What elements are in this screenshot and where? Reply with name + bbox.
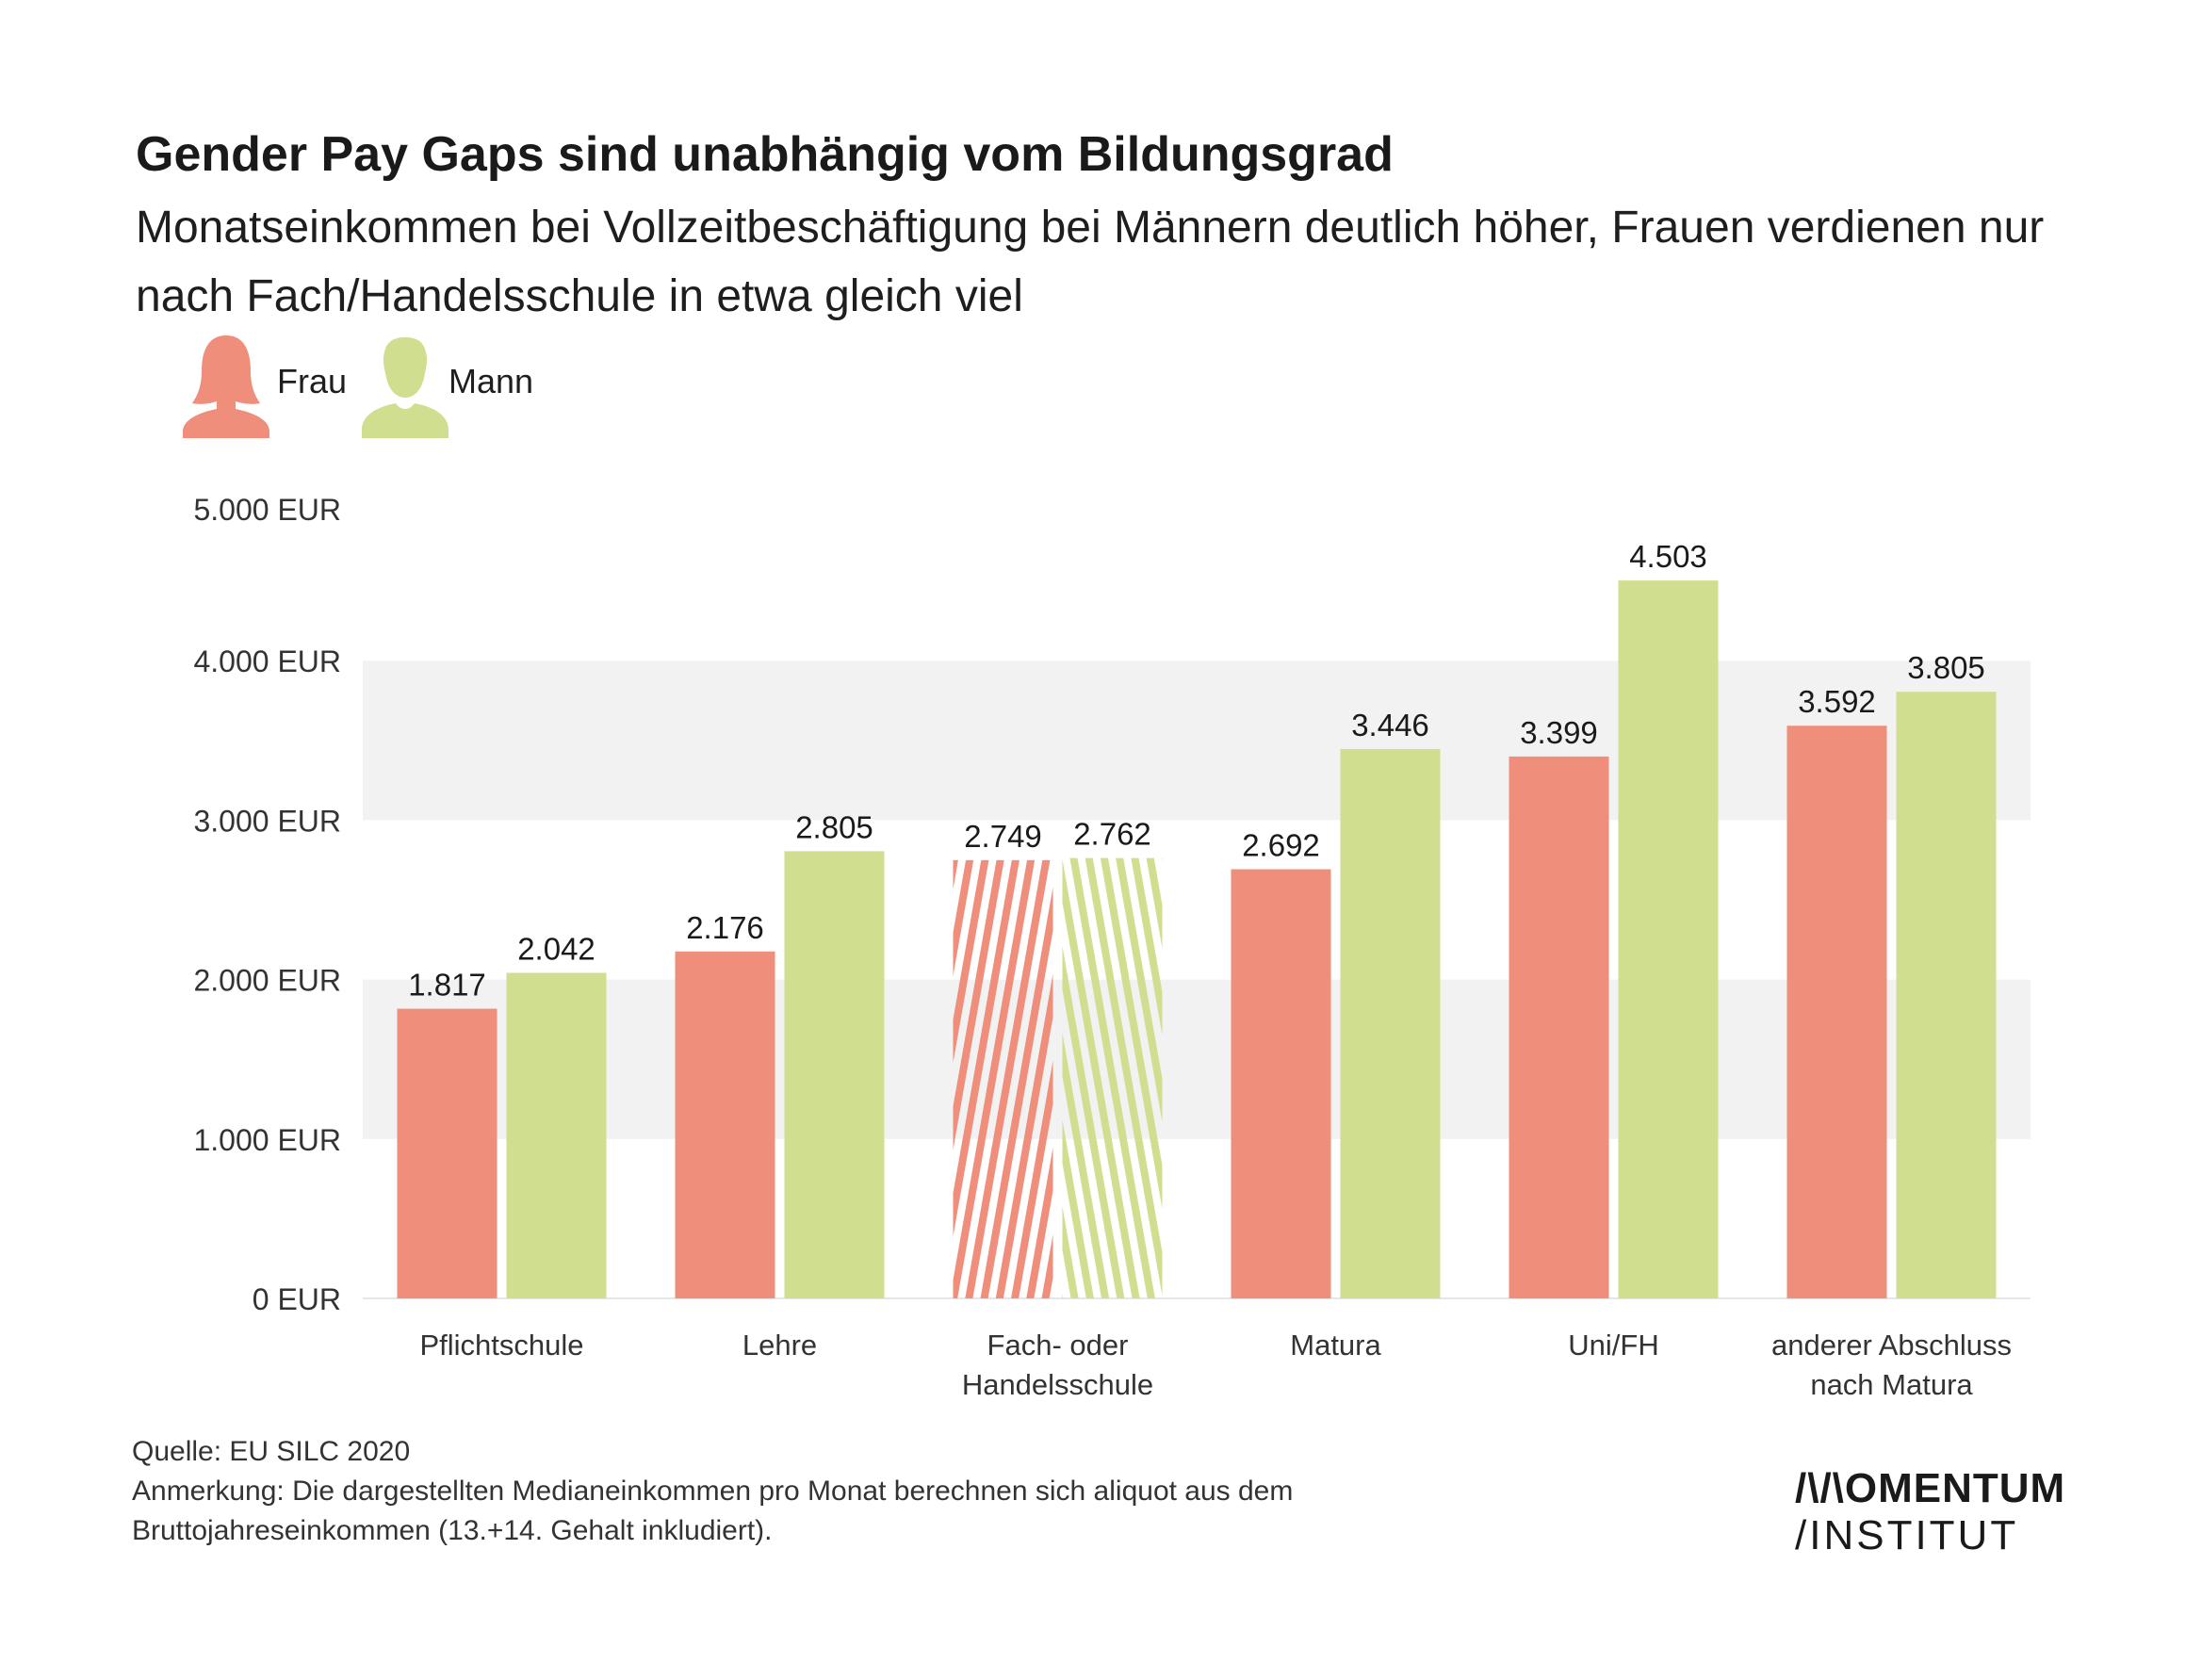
grid-band bbox=[363, 820, 2031, 980]
momentum-logo: /\/\OMENTUM /INSTITUT bbox=[1795, 1465, 2065, 1559]
bar-value-label: 3.805 bbox=[1907, 650, 1985, 685]
legend-item-male: Mann bbox=[358, 330, 565, 438]
bar-mann bbox=[1618, 580, 1719, 1298]
remark-line-1: Anmerkung: Die dargestellten Medianeinko… bbox=[132, 1476, 1294, 1507]
bar-frau bbox=[1786, 726, 1887, 1298]
grid-band bbox=[363, 979, 2031, 1139]
x-tick-label: nach Matura bbox=[1810, 1368, 1973, 1401]
bar-chart: 0 EUR 1.000 EUR 2.000 EUR 3.000 EUR 4.000 EU… bbox=[193, 493, 2031, 1401]
source-note: Quelle: EU SILC 2020 bbox=[132, 1436, 411, 1467]
bar-value-label: 2.762 bbox=[1073, 817, 1151, 852]
grid-band bbox=[363, 1138, 2031, 1298]
x-tick-label: Handelsschule bbox=[962, 1368, 1153, 1401]
bar-value-label: 3.399 bbox=[1520, 715, 1598, 750]
bar-frau bbox=[397, 1008, 497, 1298]
bar-mann bbox=[506, 972, 607, 1298]
bar-value-label: 3.592 bbox=[1798, 684, 1876, 719]
bar-value-label: 2.692 bbox=[1242, 828, 1320, 863]
bar-frau bbox=[953, 859, 1053, 1298]
chart-title: Gender Pay Gaps sind unabhängig vom Bild… bbox=[136, 127, 1394, 182]
x-tick-label: Lehre bbox=[742, 1329, 817, 1362]
footer: Quelle: EU SILC 2020 Anmerkung: Die darg… bbox=[132, 1432, 1293, 1551]
logo-line-2: /INSTITUT bbox=[1795, 1512, 2019, 1558]
logo-line-1: /\/\OMENTUM bbox=[1795, 1465, 2066, 1511]
x-tick-label: Uni/FH bbox=[1568, 1329, 1658, 1362]
y-tick-label: 4.000 EUR bbox=[193, 644, 341, 678]
y-tick-label: 3.000 EUR bbox=[193, 804, 341, 838]
bar-mann bbox=[1896, 692, 1997, 1298]
x-tick-label: anderer Abschluss bbox=[1771, 1329, 2012, 1362]
bar-mann bbox=[1062, 857, 1163, 1298]
woman-icon bbox=[183, 335, 269, 438]
y-tick-label: 1.000 EUR bbox=[193, 1123, 341, 1157]
chart-subtitle: Monatseinkommen bei Vollzeitbeschäftigun… bbox=[136, 203, 2045, 321]
bar-value-label: 2.749 bbox=[964, 819, 1042, 854]
bar-value-label: 2.805 bbox=[795, 809, 873, 844]
grid-band bbox=[363, 661, 2031, 821]
man-icon bbox=[362, 337, 449, 438]
bar-frau bbox=[1509, 756, 1609, 1298]
legend-label-male: Mann bbox=[449, 362, 534, 400]
bar-value-label: 4.503 bbox=[1629, 539, 1707, 574]
x-tick-label: Matura bbox=[1290, 1329, 1381, 1362]
bar-frau bbox=[675, 951, 775, 1298]
bar-value-label: 1.817 bbox=[408, 968, 486, 1003]
remark-line-2: Bruttojahreseinkommen (13.+14. Gehalt in… bbox=[132, 1515, 773, 1546]
bar-value-label: 3.446 bbox=[1351, 708, 1429, 742]
y-tick-label: 2.000 EUR bbox=[193, 964, 341, 998]
bar-mann bbox=[1340, 748, 1441, 1298]
bar-frau bbox=[1231, 869, 1331, 1298]
legend-label-female: Frau bbox=[277, 362, 348, 400]
bar-value-label: 2.176 bbox=[686, 910, 764, 945]
x-tick-label: Pflichtschule bbox=[419, 1329, 583, 1362]
y-tick-label: 5.000 EUR bbox=[193, 493, 341, 527]
bar-value-label: 2.042 bbox=[517, 931, 595, 966]
grid-band bbox=[363, 501, 2031, 661]
legend-item-female: Frau bbox=[179, 330, 386, 438]
x-tick-label: Fach- oder bbox=[987, 1329, 1129, 1362]
y-tick-label: 0 EUR bbox=[253, 1282, 341, 1316]
bar-mann bbox=[784, 851, 885, 1298]
